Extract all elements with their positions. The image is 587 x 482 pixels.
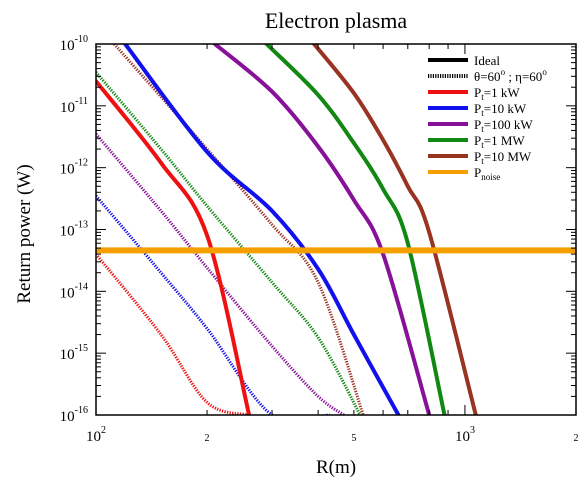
y-tick-base: 10 (60, 162, 75, 178)
y-tick-base: 10 (60, 285, 75, 301)
y-tick-exponent: -16 (75, 405, 88, 416)
y-tick-label: 10-12 (60, 158, 88, 178)
legend-label-p10kw: Pt=10 kW (474, 101, 527, 118)
y-tick-label: 10-11 (60, 96, 88, 116)
legend-superscript: o (542, 67, 547, 77)
y-tick-exponent: -11 (75, 96, 88, 107)
series-ideal-pt-100-kw (212, 44, 432, 415)
legend-text-part: =1 MW (484, 133, 526, 148)
legend-label-p1mw: Pt=1 MW (474, 133, 525, 150)
series-layer (96, 44, 576, 415)
legend-subscript: t (481, 140, 484, 150)
series-theta-pt-1-kw (96, 253, 250, 415)
series-theta-pt-10-kw (96, 194, 330, 415)
series-theta-pt-1-mw (96, 71, 362, 415)
legend-subscript: t (481, 108, 484, 118)
legend-text-part: =10 kW (484, 101, 527, 116)
y-tick-exponent: -14 (75, 281, 88, 292)
y-tick-label: 10-10 (60, 34, 88, 54)
chart-title: Electron plasma (265, 8, 408, 33)
series-ideal-pt-1-kw (96, 79, 252, 415)
series-ideal-pt-1-mw (264, 44, 447, 415)
legend-subscript: t (481, 124, 484, 134)
y-tick-base: 10 (60, 224, 75, 240)
x-tick-label: 103 (455, 425, 475, 445)
y-tick-base: 10 (60, 409, 75, 425)
y-tick-label: 10-16 (60, 405, 88, 425)
x-tick-label: 102 (86, 425, 106, 445)
legend-text-part: θ=60 (474, 69, 501, 84)
x-minor-tick-label: 2 (574, 433, 579, 444)
y-tick-base: 10 (60, 100, 75, 116)
x-tick-exponent: 3 (470, 425, 475, 436)
legend-text-part: =10 MW (484, 149, 532, 164)
legend-label-theta: θ=60o ; η=60o (474, 67, 547, 84)
legend-label-p100kw: Pt=100 kW (474, 117, 533, 134)
series-ideal-pt-10-mw (312, 44, 478, 415)
x-minor-tick-label: 2 (205, 433, 210, 444)
y-axis-label: Return power (W) (14, 164, 35, 303)
y-tick-label: 10-15 (60, 343, 88, 363)
y-tick-base: 10 (60, 347, 75, 363)
legend-text-part: P (474, 85, 481, 100)
legend-subscript: t (481, 92, 484, 102)
legend-label-pnoise: Pnoise (474, 165, 500, 182)
legend-superscript: o (501, 67, 506, 77)
plot-frame (95, 43, 577, 416)
legend-text-part: P (474, 165, 481, 180)
legend-text-part: =100 kW (484, 117, 534, 132)
x-tick-exponent: 2 (101, 425, 106, 436)
legend-subscript: noise (481, 172, 500, 182)
legend-text-part: Ideal (474, 53, 500, 68)
y-tick-base: 10 (60, 38, 75, 54)
legend-label-ideal: Ideal (474, 53, 500, 68)
series-theta-pt-10-mw (113, 44, 365, 415)
legend-text-part: ; η=60 (505, 69, 542, 84)
x-tick-base: 10 (455, 429, 470, 445)
y-tick-label: 10-13 (60, 220, 88, 240)
y-tick-exponent: -13 (75, 220, 88, 231)
legend-subscript: t (481, 156, 484, 166)
legend-text-part: P (474, 101, 481, 116)
legend-label-p10mw: Pt=10 MW (474, 149, 532, 166)
y-tick-exponent: -12 (75, 158, 88, 169)
legend-text-part: P (474, 133, 481, 148)
legend-label-p1kw: Pt=1 kW (474, 85, 520, 102)
x-tick-base: 10 (86, 429, 101, 445)
series-ideal-pt-10-kw (123, 44, 401, 415)
legend-text-part: P (474, 117, 481, 132)
x-minor-tick-label: 5 (351, 433, 356, 444)
y-tick-label: 10-14 (60, 281, 88, 301)
y-tick-exponent: -10 (75, 34, 88, 45)
y-tick-exponent: -15 (75, 343, 88, 354)
x-axis-label: R(m) (316, 457, 356, 478)
legend-text-part: =1 kW (484, 85, 521, 100)
legend-text-part: P (474, 149, 481, 164)
series-theta-pt-100-kw (96, 133, 345, 415)
